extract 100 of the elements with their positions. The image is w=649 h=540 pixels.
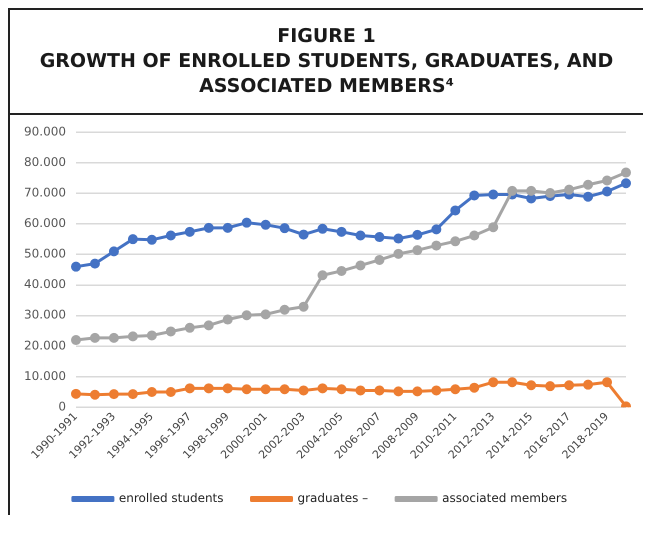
- point: [355, 385, 366, 396]
- point: [355, 260, 366, 270]
- point: [260, 384, 271, 394]
- point: [108, 389, 119, 400]
- point: [393, 234, 404, 244]
- point: [318, 270, 328, 280]
- point: [90, 258, 100, 269]
- point: [412, 230, 422, 240]
- point: [336, 266, 347, 276]
- point: [70, 262, 81, 272]
- point: [583, 180, 594, 190]
- y-tick-label: 50.000: [24, 246, 66, 261]
- point: [108, 246, 119, 256]
- point: [260, 309, 271, 320]
- point: [222, 383, 233, 394]
- point: [545, 188, 556, 198]
- point: [488, 222, 498, 232]
- point: [602, 186, 612, 196]
- point: [583, 192, 594, 202]
- point: [166, 326, 176, 336]
- point: [564, 380, 574, 390]
- point: [166, 386, 176, 397]
- y-tick-label: 10.000: [24, 368, 66, 383]
- point: [545, 381, 556, 392]
- point: [222, 222, 233, 233]
- point: [128, 389, 138, 400]
- point: [260, 220, 271, 230]
- point: [166, 230, 176, 241]
- y-tick-label: 20.000: [24, 338, 66, 352]
- point: [70, 335, 81, 346]
- point: [526, 186, 536, 196]
- y-tick-label: 60.000: [24, 216, 66, 230]
- point: [602, 175, 612, 186]
- point: [526, 194, 536, 204]
- point: [336, 226, 347, 237]
- point: [204, 383, 214, 394]
- y-tick-label: 80.000: [24, 154, 66, 169]
- point: [374, 254, 384, 265]
- point: [70, 388, 81, 399]
- point: [469, 230, 480, 241]
- point: [280, 223, 290, 234]
- point: [431, 240, 442, 251]
- point: [184, 322, 195, 333]
- point: [280, 304, 290, 315]
- point: [108, 332, 119, 343]
- point: [431, 385, 442, 396]
- point: [242, 310, 252, 320]
- point: [298, 302, 309, 312]
- point: [393, 248, 404, 259]
- point: [280, 384, 290, 394]
- point: [393, 386, 404, 396]
- y-tick-label: 0: [58, 399, 66, 414]
- chart-title: FIGURE 1 GROWTH OF ENROLLED STUDENTS, GRADUATES, AND ASSOCIATED MEMBERS⁴: [38, 24, 614, 99]
- point: [488, 377, 498, 388]
- point: [204, 320, 214, 330]
- point: [90, 332, 100, 343]
- point: [602, 377, 612, 388]
- point: [298, 385, 309, 396]
- point: [374, 232, 384, 242]
- point: [450, 205, 460, 216]
- point: [450, 236, 460, 246]
- point: [146, 330, 157, 340]
- y-tick-label: 70.000: [24, 185, 66, 200]
- point: [90, 390, 100, 400]
- point: [184, 226, 195, 237]
- legend-label: associated members: [442, 491, 568, 506]
- point: [336, 384, 347, 394]
- point: [583, 380, 594, 390]
- legend-label: graduates –: [298, 491, 368, 506]
- point: [184, 383, 195, 394]
- point: [412, 386, 422, 396]
- point: [146, 386, 157, 397]
- point: [298, 230, 309, 240]
- point: [621, 168, 631, 178]
- y-tick-label: 90.000: [24, 124, 66, 138]
- point: [450, 384, 460, 394]
- point: [488, 190, 498, 200]
- point: [412, 245, 422, 256]
- point: [469, 382, 480, 393]
- point: [564, 184, 574, 195]
- point: [128, 234, 138, 244]
- point: [128, 331, 138, 342]
- point: [242, 218, 252, 228]
- point: [507, 377, 518, 388]
- point: [374, 385, 384, 396]
- point: [431, 224, 442, 234]
- y-tick-label: 30.000: [24, 308, 66, 322]
- legend-label: enrolled students: [118, 491, 224, 506]
- point: [469, 190, 480, 200]
- point: [222, 314, 233, 325]
- point: [507, 186, 518, 196]
- point: [318, 224, 328, 234]
- point: [146, 234, 157, 245]
- point: [526, 380, 536, 390]
- point: [621, 178, 631, 188]
- point: [318, 383, 328, 394]
- point: [355, 230, 366, 241]
- point: [204, 222, 214, 233]
- y-tick-label: 40.000: [24, 277, 66, 292]
- point: [242, 384, 252, 394]
